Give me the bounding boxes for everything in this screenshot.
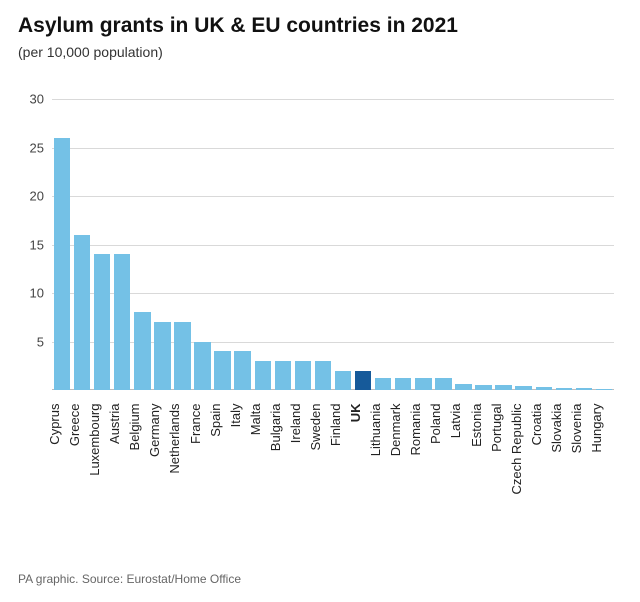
x-tick-label: Bulgaria — [268, 404, 283, 564]
x-tick-label: Cyprus — [47, 404, 62, 564]
x-tick-label: Luxembourg — [87, 404, 102, 564]
y-tick-label: 30 — [14, 92, 52, 107]
x-tick-label: Slovakia — [549, 404, 564, 564]
x-tick-label: Austria — [107, 404, 122, 564]
x-tick-label: Slovenia — [569, 404, 584, 564]
bar — [596, 389, 612, 390]
bar — [395, 378, 411, 390]
x-tick-label: Hungary — [589, 404, 604, 564]
bar — [134, 312, 150, 390]
bar — [415, 378, 431, 390]
bar — [194, 342, 210, 390]
x-tick-label: Germany — [147, 404, 162, 564]
x-tick-label: Spain — [208, 404, 223, 564]
x-tick-label: Latvia — [448, 404, 463, 564]
bar — [556, 388, 572, 390]
x-tick-label: Romania — [408, 404, 423, 564]
x-tick-label: Czech Republic — [509, 404, 524, 564]
bar — [355, 371, 371, 390]
bar — [335, 371, 351, 390]
x-tick-label: Denmark — [388, 404, 403, 564]
x-tick-label: Portugal — [489, 404, 504, 564]
bar — [495, 385, 511, 390]
bar — [475, 385, 491, 390]
bar — [275, 361, 291, 390]
chart-title: Asylum grants in UK & EU countries in 20… — [18, 14, 458, 38]
y-tick-label: 20 — [14, 189, 52, 204]
bar — [174, 322, 190, 390]
bar — [74, 235, 90, 390]
x-tick-label: Croatia — [529, 404, 544, 564]
x-tick-label: Malta — [248, 404, 263, 564]
bar — [54, 138, 70, 390]
x-tick-label: Poland — [428, 404, 443, 564]
bar — [114, 254, 130, 390]
y-tick-label: 25 — [14, 140, 52, 155]
x-tick-label: Belgium — [127, 404, 142, 564]
x-tick-label: Italy — [228, 404, 243, 564]
bar — [94, 254, 110, 390]
y-tick-label: 15 — [14, 237, 52, 252]
x-tick-label: Estonia — [469, 404, 484, 564]
bar — [536, 387, 552, 390]
bar — [295, 361, 311, 390]
chart-source: PA graphic. Source: Eurostat/Home Office — [18, 572, 241, 586]
bar — [435, 378, 451, 390]
bar — [255, 361, 271, 390]
bar — [234, 351, 250, 390]
chart-plot-area: 51015202530 — [52, 70, 614, 390]
bar — [214, 351, 230, 390]
x-tick-label: Greece — [67, 404, 82, 564]
bar — [154, 322, 170, 390]
x-tick-label: Ireland — [288, 404, 303, 564]
x-tick-label: UK — [348, 404, 363, 564]
bar — [515, 386, 531, 390]
x-tick-label: Lithuania — [368, 404, 383, 564]
bar — [375, 378, 391, 390]
bar — [455, 384, 471, 390]
y-tick-label: 10 — [14, 286, 52, 301]
y-tick-label: 5 — [14, 334, 52, 349]
x-tick-label: Sweden — [308, 404, 323, 564]
x-tick-label: Netherlands — [167, 404, 182, 564]
bars-container — [52, 70, 614, 390]
x-tick-label: Finland — [328, 404, 343, 564]
x-tick-label: France — [188, 404, 203, 564]
bar — [576, 388, 592, 390]
bar — [315, 361, 331, 390]
chart-subtitle: (per 10,000 population) — [18, 44, 163, 60]
